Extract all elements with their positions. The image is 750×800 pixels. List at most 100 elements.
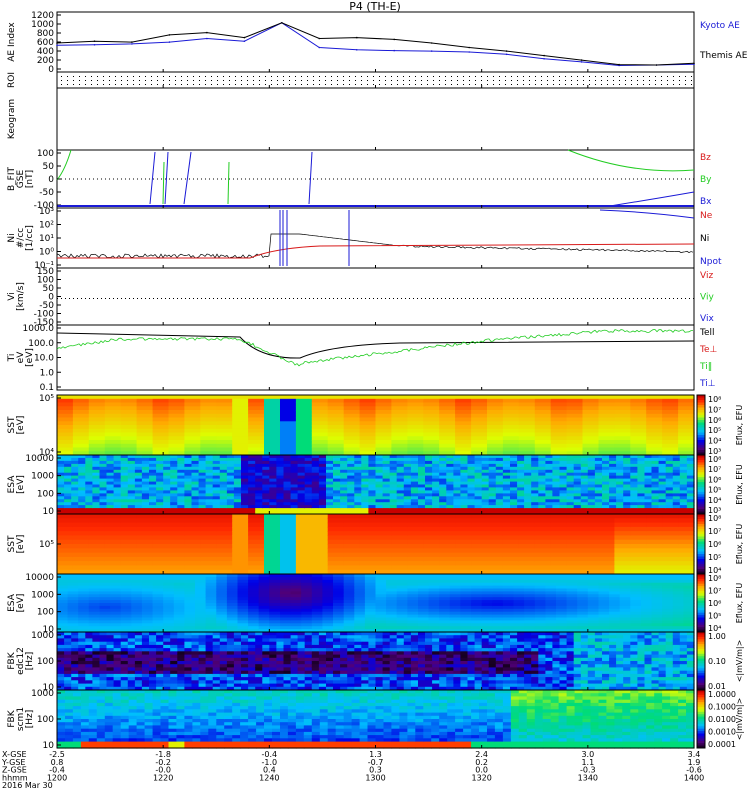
- esa_e-colorbar: [696, 454, 706, 515]
- ti-legend-item: Tell: [699, 328, 715, 338]
- sst_i-heatmap: [57, 514, 695, 575]
- ae-point: [468, 51, 471, 53]
- sst_i-ylabel: [eV]: [16, 535, 26, 554]
- fbk_b-ytick-label: 10: [43, 741, 55, 751]
- sst_i-colorbar-tick: 10⁵: [708, 553, 721, 562]
- footer-row-label: X-GSE: [2, 750, 27, 759]
- esa_i-ylabel: [eV]: [16, 594, 26, 613]
- footer-value: -0.6: [686, 766, 702, 775]
- bfit-ytick-label: -100: [34, 201, 55, 211]
- ae-ytick-label: 600: [37, 38, 54, 48]
- ti-legend-item: Ti⊥: [699, 379, 716, 389]
- footer-value: 0.2: [475, 758, 488, 767]
- fbk_e-ytick-label: 100: [37, 657, 54, 667]
- ti-ytick-label: 100.0: [28, 339, 54, 349]
- sst_e-ytick-label: 10⁴: [39, 448, 54, 458]
- ae-point: [131, 43, 133, 45]
- sst_e-colorbar-tick: 10⁸: [708, 395, 721, 404]
- sst_e-colorbar-tick: 10⁵: [708, 426, 721, 435]
- keogram-ylabel: Keogram: [7, 99, 17, 139]
- ni-ytick-label: 10¹: [39, 234, 54, 244]
- vi-ytick-label: -50: [39, 301, 54, 311]
- esa_e-ytick-label: 10: [43, 507, 55, 517]
- ae-point: [243, 36, 246, 39]
- footer-value: 0.8: [51, 758, 64, 767]
- bfit-ylabel: B_FIT: [7, 167, 17, 192]
- ti-ylabel: [eV]: [25, 348, 35, 367]
- fbk_b-ylabel: FBK: [7, 709, 17, 727]
- ae-point: [168, 41, 171, 43]
- footer-value: 1220: [153, 773, 173, 782]
- ae-ytick-label: 800: [37, 29, 54, 39]
- ni-ylabel: #/cc: [16, 228, 26, 249]
- ti-legend-item: Te⊥: [699, 345, 718, 355]
- ti-ytick-label: 10.0: [34, 354, 54, 364]
- footer-value: 1340: [578, 773, 598, 782]
- ni-ytick-label: 10²: [39, 221, 54, 231]
- ae-legend-item: Kyoto AE: [700, 21, 740, 31]
- footer-value: 1320: [471, 773, 491, 782]
- ti-ylabel: Ti: [7, 354, 17, 363]
- footer-value: 0.3: [369, 766, 382, 775]
- fbk_b-colorbar-tick: 1.0000: [708, 690, 736, 699]
- roi-dots: [61, 76, 692, 85]
- bfit-ytick-label: 0: [48, 175, 54, 185]
- bfit-ytick-label: 50: [43, 162, 55, 172]
- ae-ytick-label: 1000: [31, 20, 54, 30]
- ti-traces: [56, 329, 695, 367]
- sst_e-colorbar-tick: 10³: [708, 447, 721, 456]
- footer-value: -0.4: [49, 766, 65, 775]
- footer-value: 1200: [47, 773, 67, 782]
- ae-point: [318, 37, 321, 40]
- fbk_b-ytick-label: 1000: [31, 689, 54, 699]
- footer-value: -0.2: [155, 758, 171, 767]
- ti-legend-item: Ti‖: [699, 362, 712, 372]
- fbk_b-colorbar: [696, 689, 706, 749]
- footer-value: 2.4: [475, 750, 488, 759]
- ae-point: [356, 36, 358, 39]
- ae-point: [580, 61, 583, 63]
- sst_i-colorbar-tick: 10⁷: [708, 527, 721, 536]
- footer-value: 0.4: [263, 766, 276, 775]
- ti-ytick-label: 0.1: [40, 383, 54, 393]
- esa_e-ytick-label: 1000: [31, 472, 54, 482]
- sst_i-colorbar: [696, 513, 706, 575]
- ni-legend-item: Ne: [700, 211, 713, 221]
- ae-point: [168, 34, 171, 36]
- fbk_b-ylabel: scm1: [16, 707, 26, 731]
- esa_e-heatmap: [57, 455, 695, 515]
- fbk_e-colorbar-label: <|mV/m|>: [735, 640, 744, 683]
- ae-point: [693, 62, 695, 65]
- ni-legend-item: Ni: [700, 234, 709, 244]
- ae-series-kyoto-ae: [56, 22, 695, 67]
- sst_e-colorbar-tick: 10⁷: [708, 405, 721, 414]
- footer-value: -0.7: [368, 758, 384, 767]
- fbk_e-ylabel: edc12: [16, 647, 26, 675]
- bfit-ytick-label: 100: [37, 149, 54, 159]
- esa_i-ytick-label: 10: [43, 625, 55, 635]
- vi-ytick-label: 50: [43, 284, 55, 294]
- footer-value: -0.4: [262, 750, 278, 759]
- ni-ytick-label: 10⁻¹: [34, 261, 54, 271]
- sst_e-colorbar-label: Eflux, EFU: [735, 405, 744, 446]
- footer-row-label: 2016 Mar 30: [2, 781, 53, 790]
- ni-traces: [56, 209, 695, 266]
- vi-ytick-label: 150: [37, 267, 54, 277]
- esa_i-colorbar-tick: 10⁴: [708, 624, 721, 633]
- ae-point: [430, 50, 433, 52]
- footer-value: -0.3: [580, 766, 596, 775]
- ae-frame: [56, 11, 695, 73]
- ti-ytick-label: 1000.0: [23, 324, 55, 334]
- ae-point: [93, 40, 96, 42]
- vi-legend-item: Vix: [700, 314, 714, 324]
- fbk_e-colorbar: [696, 631, 706, 691]
- esa_e-ytick-label: 10000: [25, 454, 54, 464]
- ae-point: [543, 54, 545, 57]
- bfit-legend-item: Bx: [700, 197, 712, 207]
- footer-value: 1.9: [688, 758, 701, 767]
- ae-point: [618, 63, 620, 66]
- ae-point: [543, 58, 545, 60]
- ae-point: [468, 46, 471, 49]
- ae-point: [580, 59, 583, 61]
